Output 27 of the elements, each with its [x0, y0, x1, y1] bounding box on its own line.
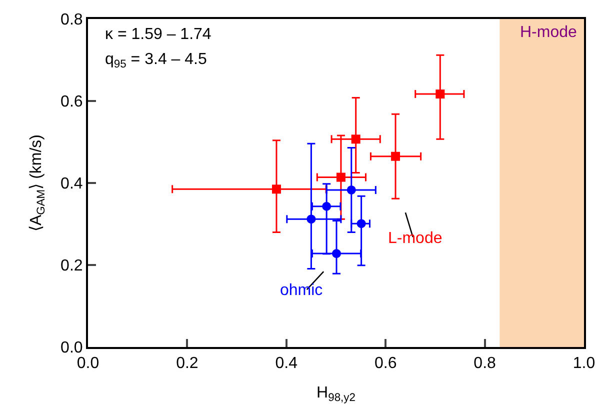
y-tick-label: 0.2	[60, 258, 83, 275]
y-tick-label: 0.6	[60, 94, 83, 111]
y-tick-label: 0.0	[60, 340, 83, 357]
annotation: κ = 1.59 – 1.74	[105, 26, 212, 43]
x-axis-title: H$_{98,y2}$	[316, 384, 356, 404]
x-tick-label: 0.8	[474, 355, 496, 372]
point	[332, 249, 341, 258]
text: L-mode	[388, 230, 442, 247]
x-tick-label: 0.6	[374, 355, 397, 372]
point	[336, 172, 346, 182]
y-tick-label: 0.4	[60, 176, 83, 193]
point	[272, 184, 281, 194]
band-label: H-mode	[520, 24, 578, 41]
point	[436, 90, 445, 99]
point	[322, 202, 332, 211]
point	[391, 152, 400, 161]
point	[306, 214, 316, 224]
x-tick-label: 1.0	[572, 355, 596, 372]
x-tick-label: 0.0	[76, 355, 100, 372]
point	[356, 219, 366, 228]
annotation: q$_{95}$ = 3.4 – 4.5	[105, 51, 207, 70]
x-tick-label: 0.4	[275, 355, 298, 372]
x-tick-label: 0.2	[176, 355, 198, 372]
point	[351, 134, 360, 144]
series-label: ohmic	[280, 282, 323, 299]
point	[346, 185, 356, 194]
y-tick-label: 0.8	[60, 12, 83, 29]
